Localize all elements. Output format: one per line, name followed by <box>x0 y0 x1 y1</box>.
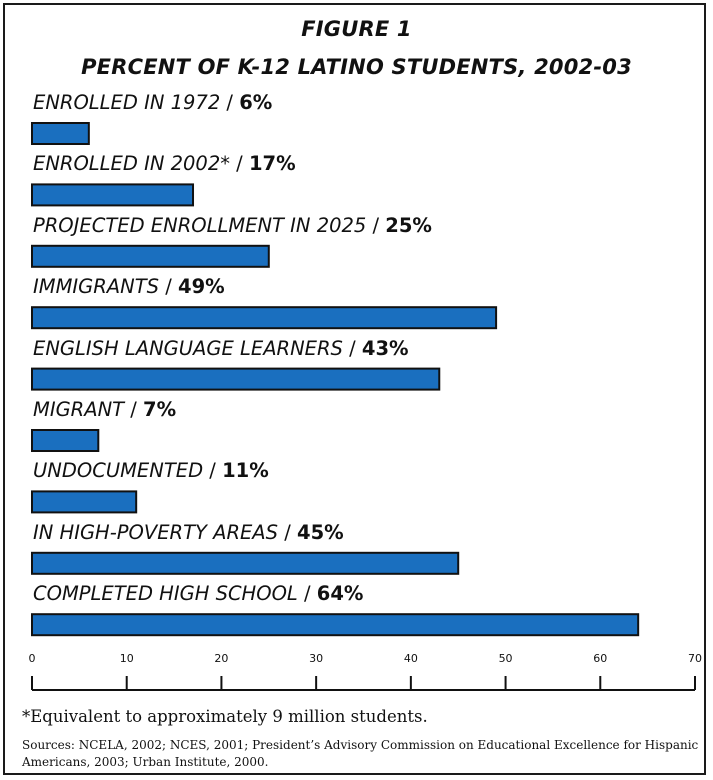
bars-group <box>31 122 640 637</box>
bar-label: IN HIGH-POVERTY AREAS / 45% <box>33 521 344 544</box>
bar <box>31 613 640 637</box>
x-tick-label: 40 <box>404 652 418 665</box>
category-name: ENGLISH LANGUAGE LEARNERS <box>33 336 343 360</box>
footnote: *Equivalent to approximately 9 million s… <box>22 707 428 726</box>
category-name: PROJECTED ENROLLMENT IN 2025 <box>33 213 367 237</box>
label-separator: / <box>159 275 178 299</box>
value-label: 11% <box>222 459 269 483</box>
bar <box>31 122 90 145</box>
label-separator: / <box>124 398 144 421</box>
bar <box>31 429 100 452</box>
x-tick-label: 20 <box>214 652 228 665</box>
label-separator: / <box>229 152 249 176</box>
sources-note: Sources: NCELA, 2002; NCES, 2001; Presid… <box>22 738 699 769</box>
category-name: MIGRANT <box>33 398 125 421</box>
bar-label: PROJECTED ENROLLMENT IN 2025 / 25% <box>33 214 432 237</box>
bar-label: ENROLLED IN 2002* / 17% <box>33 152 296 175</box>
x-tick-label: 50 <box>499 652 513 665</box>
label-separator: / <box>220 91 240 114</box>
x-tick-label: 10 <box>120 652 134 665</box>
label-separator: / <box>278 520 297 544</box>
chart-title: FIGURE 1 <box>301 17 412 41</box>
x-tick-label: 30 <box>309 652 323 665</box>
value-label: 6% <box>239 91 273 114</box>
value-label: 45% <box>297 520 344 544</box>
label-separator: / <box>342 336 362 360</box>
value-label: 49% <box>178 275 225 299</box>
label-separator: / <box>297 582 317 606</box>
bar <box>31 244 270 268</box>
bar-label: UNDOCUMENTED / 11% <box>33 459 269 482</box>
bar <box>31 367 441 391</box>
bar <box>31 490 138 514</box>
category-name: COMPLETED HIGH SCHOOL <box>33 582 298 606</box>
category-name: IN HIGH-POVERTY AREAS <box>33 520 279 544</box>
bar <box>31 183 195 207</box>
bar-label: ENROLLED IN 1972 / 6% <box>33 91 272 114</box>
value-label: 17% <box>248 152 296 176</box>
bar-label: IMMIGRANTS / 49% <box>33 275 225 298</box>
x-tick-label: 70 <box>688 652 702 665</box>
label-separator: / <box>366 213 386 237</box>
category-name: ENROLLED IN 2002* <box>33 152 230 176</box>
bar <box>31 306 498 330</box>
value-label: 64% <box>316 582 364 606</box>
bar-label: COMPLETED HIGH SCHOOL / 64% <box>33 582 363 605</box>
category-name: IMMIGRANTS <box>33 275 160 299</box>
bar-label: MIGRANT / 7% <box>33 398 176 421</box>
x-axis: 0 10 20 30 40 50 60 70 <box>29 652 702 691</box>
value-label: 7% <box>143 398 177 421</box>
x-tick-label: 60 <box>593 652 607 665</box>
bar <box>31 551 460 575</box>
x-tick-label: 0 <box>29 652 36 665</box>
value-label: 43% <box>361 336 409 360</box>
value-label: 25% <box>385 213 432 237</box>
label-separator: / <box>203 459 223 483</box>
bar-label: ENGLISH LANGUAGE LEARNERS / 43% <box>33 337 409 360</box>
chart-subtitle: PERCENT OF K-12 LATINO STUDENTS, 2002-03 <box>81 55 632 79</box>
category-name: ENROLLED IN 1972 <box>33 91 221 114</box>
category-name: UNDOCUMENTED <box>33 459 204 483</box>
